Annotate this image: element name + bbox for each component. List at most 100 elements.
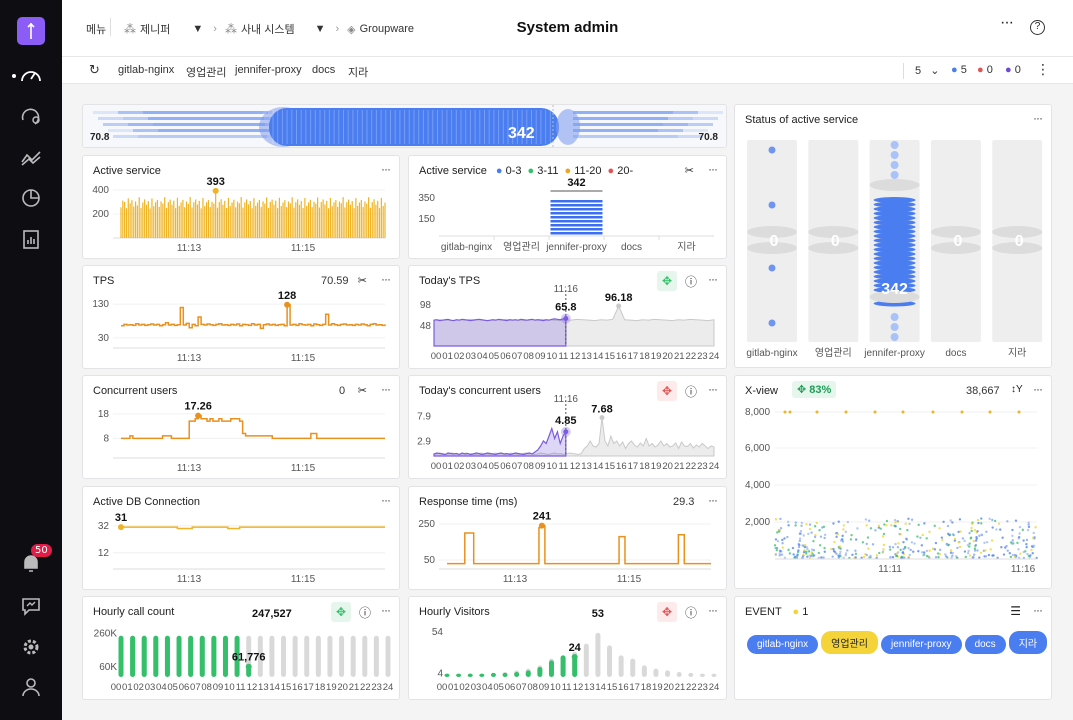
info-icon[interactable]: ⓘ	[684, 605, 697, 620]
dashboard-icon[interactable]	[19, 64, 43, 88]
today-bar	[502, 672, 508, 677]
chevron-down-icon[interactable]: ▼	[192, 23, 204, 35]
bar	[185, 201, 188, 238]
scatter-point	[802, 553, 805, 557]
list-icon[interactable]: ☰	[1010, 604, 1021, 618]
bar	[218, 202, 220, 238]
info-icon[interactable]: ⓘ	[684, 384, 697, 399]
xview-percent: 83%	[809, 384, 832, 396]
scatter-point	[923, 551, 926, 554]
more-icon[interactable]: ···	[708, 382, 718, 396]
scatter-point	[796, 553, 799, 556]
more-icon[interactable]: ···	[708, 603, 718, 617]
bar	[240, 197, 242, 238]
vertical-more-icon[interactable]: ⋮	[1036, 61, 1050, 77]
scatter-point	[910, 541, 914, 544]
speed-trail	[98, 117, 264, 120]
user-icon[interactable]	[19, 675, 43, 699]
bell-icon[interactable]	[19, 551, 43, 575]
analytics-settings-icon[interactable]	[19, 104, 43, 128]
scissors-icon[interactable]: ✂	[684, 165, 694, 177]
legend-item: ● 0-3	[495, 165, 522, 177]
event-tags: gitlab-nginx 영업관리 jennifer-proxy docs 지라	[747, 631, 1050, 654]
report-icon[interactable]	[19, 227, 43, 251]
card-title: Hourly call count	[93, 606, 175, 618]
today-bar	[199, 635, 205, 677]
more-icon[interactable]: ···	[381, 162, 391, 176]
y-tick-label: 2.9	[417, 437, 431, 448]
trend-icon[interactable]	[19, 146, 43, 170]
xview-percent-badge[interactable]: ✥ 83%	[792, 381, 837, 398]
scatter-point	[940, 536, 944, 539]
more-icon[interactable]: ···	[381, 603, 391, 617]
app-logo[interactable]	[17, 17, 45, 45]
yesterday-bar	[688, 672, 694, 677]
scissors-icon[interactable]: ✂	[357, 385, 367, 397]
chat-icon[interactable]	[19, 594, 43, 618]
x-tick-label: 10	[547, 461, 558, 472]
more-icon[interactable]: ···	[1000, 14, 1014, 31]
event-tag[interactable]: gitlab-nginx	[747, 635, 819, 654]
crumb-3[interactable]: Groupware	[359, 23, 415, 35]
event-tag[interactable]: 지라	[1008, 631, 1048, 654]
activity-icon[interactable]: ✥	[331, 602, 351, 622]
more-icon[interactable]: ···	[708, 493, 718, 507]
filter-domain-3[interactable]: docs	[312, 64, 336, 76]
filter-domain-2[interactable]: jennifer-proxy	[235, 64, 302, 76]
more-icon[interactable]: ···	[381, 493, 391, 507]
event-tag[interactable]: 영업관리	[821, 631, 878, 654]
filter-domain-4[interactable]: 지라	[348, 67, 369, 79]
more-icon[interactable]: ···	[381, 272, 391, 286]
scissors-icon[interactable]: ✂	[357, 275, 367, 287]
peak-label: 128	[278, 290, 296, 302]
refresh-icon[interactable]: ↻	[89, 62, 100, 77]
more-icon[interactable]: ···	[381, 382, 391, 396]
bar	[346, 202, 348, 238]
activity-icon: ✥	[797, 384, 807, 396]
pie-chart-icon[interactable]	[19, 186, 43, 210]
x-tick-label: 24	[709, 461, 720, 472]
more-icon[interactable]: ···	[1033, 111, 1043, 125]
info-icon[interactable]: ⓘ	[684, 274, 697, 289]
x-tick-label: 09	[535, 461, 546, 472]
crumb-1[interactable]: 제니퍼	[140, 24, 171, 36]
scatter-point	[960, 410, 964, 414]
bar	[322, 199, 324, 238]
gear-icon[interactable]	[19, 635, 43, 659]
scatter-point	[944, 555, 948, 558]
count-select[interactable]: 5 ⌄	[915, 64, 939, 77]
more-icon[interactable]: ···	[1033, 603, 1043, 617]
event-tag[interactable]: jennifer-proxy	[880, 635, 962, 654]
chevron-down-icon[interactable]: ▼	[314, 23, 326, 35]
scatter-point	[799, 532, 802, 535]
x-tick-label: 14	[269, 682, 280, 693]
bar	[145, 204, 148, 238]
info-icon[interactable]: ⓘ	[358, 605, 371, 620]
activity-icon[interactable]: ✥	[657, 381, 677, 401]
scatter-point	[837, 520, 840, 523]
activity-icon[interactable]: ✥	[657, 271, 677, 291]
more-icon[interactable]: ···	[708, 272, 718, 286]
x-tick-label: 05	[493, 682, 504, 693]
scatter-point	[873, 410, 877, 414]
active-service-card: Active service ··· 200 400 393 11:13 11:15	[82, 155, 400, 259]
scatter-point	[973, 553, 976, 556]
bar	[278, 197, 280, 238]
y-axis-toggle-icon[interactable]: ↕Y	[1011, 384, 1023, 395]
event-tag[interactable]: docs	[964, 635, 1006, 654]
menu-button[interactable]: 메뉴	[86, 21, 106, 37]
activity-icon[interactable]: ✥	[657, 602, 677, 622]
more-icon[interactable]: ···	[708, 162, 718, 176]
scatter-point	[786, 535, 789, 539]
peak-label: 53	[592, 608, 604, 620]
x-tick-label: 11:15	[291, 463, 316, 474]
y-tick-label: 130	[92, 299, 109, 310]
filter-domain-0[interactable]: gitlab-nginx	[118, 64, 175, 76]
today-bar	[141, 635, 147, 677]
filter-domain-1[interactable]: 영업관리	[186, 67, 227, 79]
help-icon[interactable]: ?	[1030, 20, 1045, 35]
bubble	[890, 323, 899, 331]
bar	[360, 199, 362, 238]
crumb-2[interactable]: 사내 시스템	[240, 24, 295, 36]
more-icon[interactable]: ···	[1033, 382, 1043, 396]
